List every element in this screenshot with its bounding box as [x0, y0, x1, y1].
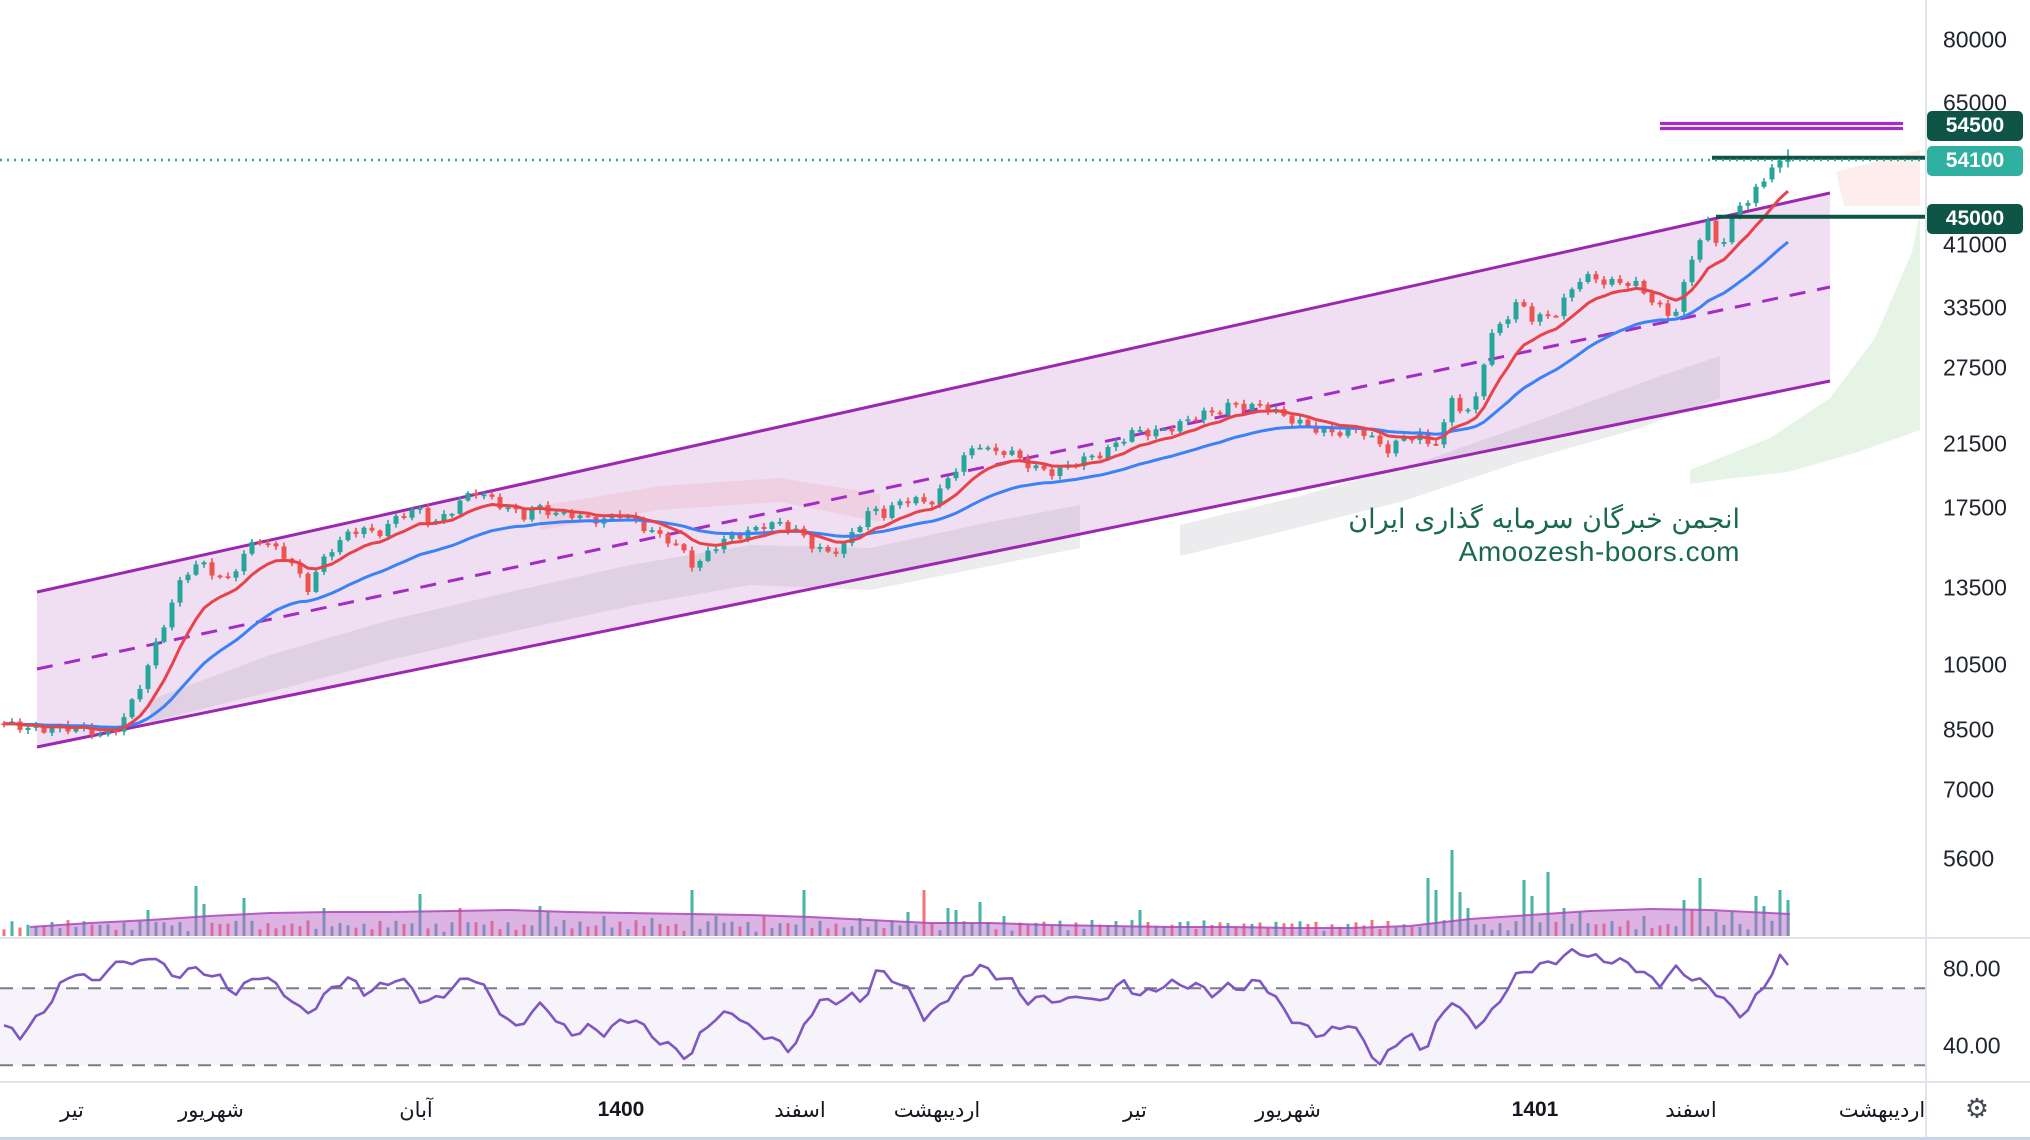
time-axis[interactable]: تیر شهریور آبان 1400 اسفند اردیبهشت تیر شهریور 1…: [0, 1083, 2030, 1137]
pane-separator-rsi[interactable]: [0, 1081, 2030, 1083]
settings-gear-icon[interactable]: ⚙: [1964, 1093, 1990, 1124]
time-axis-label: اردیبهشت: [1838, 1098, 1925, 1122]
rsi-tick-label: 40.00: [1943, 1032, 2001, 1059]
grey-cloud-right: [1180, 356, 1720, 556]
time-axis-label: شهریور: [178, 1098, 244, 1122]
price-tick-label: 17500: [1943, 494, 2007, 521]
window-bottom-edge: [0, 1137, 2030, 1140]
price-tick-label: 5600: [1943, 845, 1995, 872]
price-tick-label: 27500: [1943, 354, 2007, 381]
time-axis-label: اردیبهشت: [893, 1098, 981, 1122]
price-tick-label: 80000: [1943, 26, 2007, 53]
time-axis-label: آبان: [399, 1098, 433, 1122]
price-axis[interactable]: 80000 65000 41000 33500 27500 21500 17500 13500…: [1927, 0, 2030, 1082]
time-axis-labels: تیر شهریور آبان 1400 اسفند اردیبهشت تیر شهریور 1…: [0, 1083, 1925, 1137]
time-axis-label: 1400: [597, 1098, 645, 1121]
time-axis-label: شهریور: [1255, 1098, 1321, 1122]
price-tick-label: 7000: [1943, 776, 1995, 803]
rsi-tick-label: 80.00: [1943, 955, 2001, 982]
price-tick-label: 8500: [1943, 716, 1995, 743]
red-cloud-mid: [540, 478, 880, 530]
red-cloud-topright: [1836, 150, 1920, 206]
price-tick-label: 21500: [1943, 430, 2007, 457]
price-line-label-54500[interactable]: 54500: [1927, 111, 2023, 141]
price-tick-label: 13500: [1943, 574, 2007, 601]
price-tick-label: 41000: [1943, 231, 2007, 258]
price-axis-border: [1925, 0, 1927, 1140]
time-axis-label: 1401: [1511, 1098, 1559, 1121]
time-axis-label: تیر: [60, 1098, 84, 1122]
time-axis-label: اسفند: [1665, 1098, 1717, 1122]
green-cloud-right: [1690, 212, 1920, 484]
grey-cloud-left: [150, 505, 1080, 722]
price-tick-label: 33500: [1943, 294, 2007, 321]
time-axis-label: اسفند: [774, 1098, 826, 1122]
price-tick-label: 10500: [1943, 651, 2007, 678]
time-axis-label: تیر: [1123, 1098, 1147, 1122]
last-price-label[interactable]: 54100: [1927, 146, 2023, 176]
pane-separator-volume[interactable]: [0, 937, 2030, 939]
price-line-label-45000[interactable]: 45000: [1927, 204, 2023, 234]
